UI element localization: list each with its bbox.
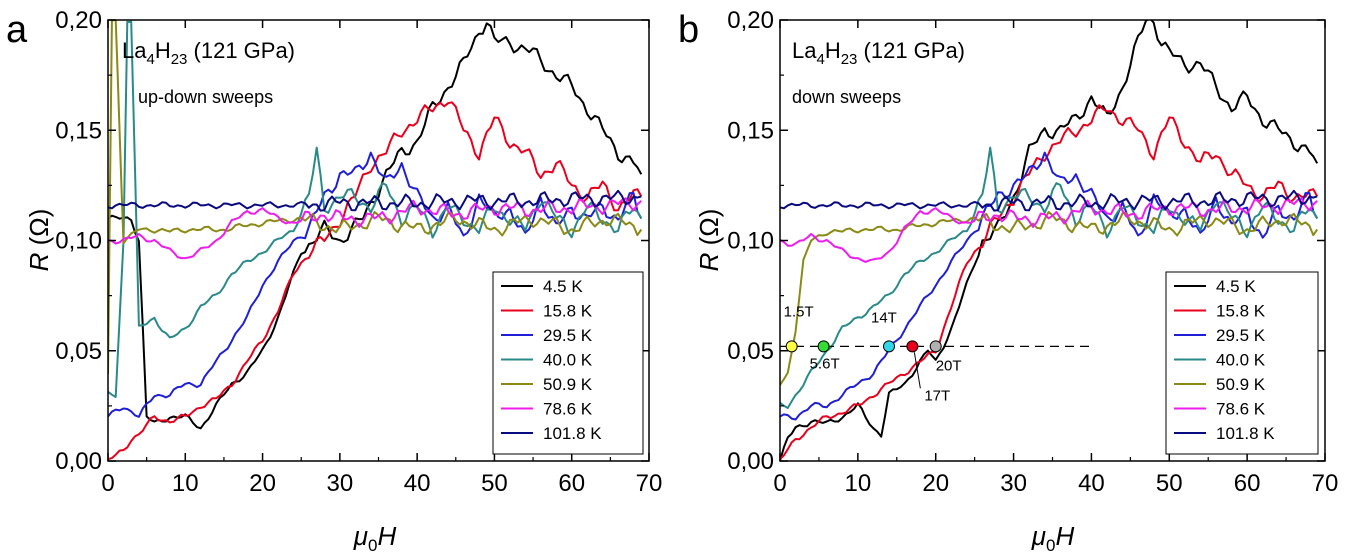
- x-tick-label: 40: [1078, 470, 1105, 497]
- legend-label: 78.6 K: [543, 400, 593, 419]
- series-line-101-8-Kk: [780, 189, 1318, 212]
- series-line-40-0-Kk: [780, 146, 1319, 409]
- x-tick-label: 30: [327, 470, 354, 497]
- legend-label: 15.8 K: [543, 302, 593, 321]
- y-tick-label: 0,10: [55, 228, 102, 255]
- x-tick-label: 70: [636, 470, 663, 497]
- compound-title-a: La4H23 (121 GPa): [122, 38, 295, 68]
- x-tick-label: 50: [481, 470, 508, 497]
- sweep-label-b: down sweeps: [792, 87, 901, 107]
- legend-label: 78.6 K: [1216, 400, 1266, 419]
- plot-area-b: [780, 20, 1319, 461]
- x-axis-title-b: μ0H: [1031, 521, 1075, 555]
- threshold-marker: [929, 340, 942, 353]
- x-axis-title-a: μ0H: [353, 521, 397, 555]
- y-tick-label: 0,15: [55, 117, 102, 144]
- panel-a-letter: a: [6, 9, 28, 51]
- y-tick-label: 0,10: [727, 228, 774, 255]
- y-tick-label: 0,20: [727, 7, 774, 34]
- threshold-marker-label: 1.5T: [784, 303, 814, 320]
- plot-area-a: [108, 20, 643, 461]
- y-axis-title-b: R (Ω): [694, 209, 724, 272]
- legend-label: 50.9 K: [1216, 375, 1266, 394]
- legend-a: 4.5 K 15.8 K 29.5 K 40.0 K 50.9 K 78.6 K 101.8…: [492, 271, 644, 455]
- y-axis-title-a: R (Ω): [24, 209, 54, 272]
- legend-box: [1165, 271, 1319, 455]
- legend-label: 15.8 K: [1216, 302, 1266, 321]
- threshold-marker: [817, 340, 830, 353]
- x-tick-label: 60: [558, 470, 585, 497]
- y-tick-label: 0,20: [55, 7, 102, 34]
- threshold-marker: [785, 340, 798, 353]
- x-tick-label: 0: [773, 470, 786, 497]
- threshold-annotations: 1.5T 5.6T 14T 17T 20T: [780, 303, 1092, 404]
- series-line-4-5-Kk: [780, 20, 1319, 461]
- axis-ticks-b: 0 10 20 30 40 50 60 70 0,00 0,05 0,10 0,15 0,20: [727, 7, 1338, 497]
- x-tick-label: 50: [1156, 470, 1183, 497]
- series-line-40-0-Kk: [108, 20, 643, 398]
- legend-label: 29.5 K: [1216, 326, 1266, 345]
- series-line-15-8-Kk: [108, 101, 643, 461]
- legend-label: 50.9 K: [543, 375, 593, 394]
- y-tick-label: 0,05: [55, 338, 102, 365]
- y-tick-label: 0,05: [727, 338, 774, 365]
- compound-title-b: La4H23 (121 GPa): [792, 38, 965, 68]
- legend-b: 4.5 K 15.8 K 29.5 K 40.0 K 50.9 K 78.6 K 101.8…: [1165, 271, 1319, 455]
- x-tick-label: 40: [404, 470, 431, 497]
- series-line-29-5-Kk: [780, 151, 1319, 421]
- legend-label: 4.5 K: [543, 277, 583, 296]
- series-line-78-6-Kk: [108, 197, 642, 260]
- threshold-marker-label: 5.6T: [810, 355, 840, 372]
- legend-label: 29.5 K: [543, 326, 593, 345]
- legend-label: 40.0 K: [543, 351, 593, 370]
- threshold-marker-label: 20T: [936, 357, 962, 374]
- threshold-marker-label: 14T: [871, 309, 897, 326]
- x-tick-label: 20: [922, 470, 949, 497]
- x-tick-label: 10: [172, 470, 199, 497]
- threshold-marker: [883, 340, 895, 353]
- series-line-50-9-Kk: [780, 211, 1319, 386]
- x-tick-label: 70: [1312, 470, 1339, 497]
- x-tick-label: 0: [101, 470, 114, 497]
- y-tick-label: 0,15: [727, 117, 774, 144]
- series-line-29-5-Kk: [108, 151, 643, 418]
- series-line-78-6-Kk: [780, 197, 1318, 263]
- x-tick-label: 60: [1234, 470, 1261, 497]
- x-tick-label: 10: [845, 470, 872, 497]
- sweep-label-a: up-down sweeps: [138, 87, 273, 107]
- threshold-marker: [906, 340, 919, 353]
- panel-b-letter: b: [678, 9, 699, 51]
- legend-label: 4.5 K: [1216, 277, 1256, 296]
- x-tick-label: 30: [1000, 470, 1027, 497]
- y-tick-label: 0,00: [727, 448, 774, 475]
- marker-leader-line: [913, 352, 921, 389]
- legend-label: 40.0 K: [1216, 351, 1266, 370]
- panel-a: a 0 10 20 30 40 50 60 70 0,00 0,05 0,10 0,15 0,20 La…: [6, 7, 662, 555]
- panel-b: b 0 10 20 30 40 50 60 70 0,00 0,05 0,10 0,15 0,20 1.…: [678, 7, 1338, 555]
- series-line-50-9-Kk: [108, 20, 643, 374]
- series-line-15-8-Kk: [780, 104, 1319, 460]
- x-tick-label: 20: [249, 470, 276, 497]
- threshold-marker-label: 17T: [924, 387, 950, 404]
- series-line-101-8-Kk: [108, 189, 642, 212]
- legend-label: 101.8 K: [543, 424, 602, 443]
- legend-box: [492, 271, 644, 455]
- axis-ticks-a: 0 10 20 30 40 50 60 70 0,00 0,05 0,10 0,15 0,20: [55, 7, 662, 497]
- y-tick-label: 0,00: [55, 448, 102, 475]
- legend-label: 101.8 K: [1216, 424, 1275, 443]
